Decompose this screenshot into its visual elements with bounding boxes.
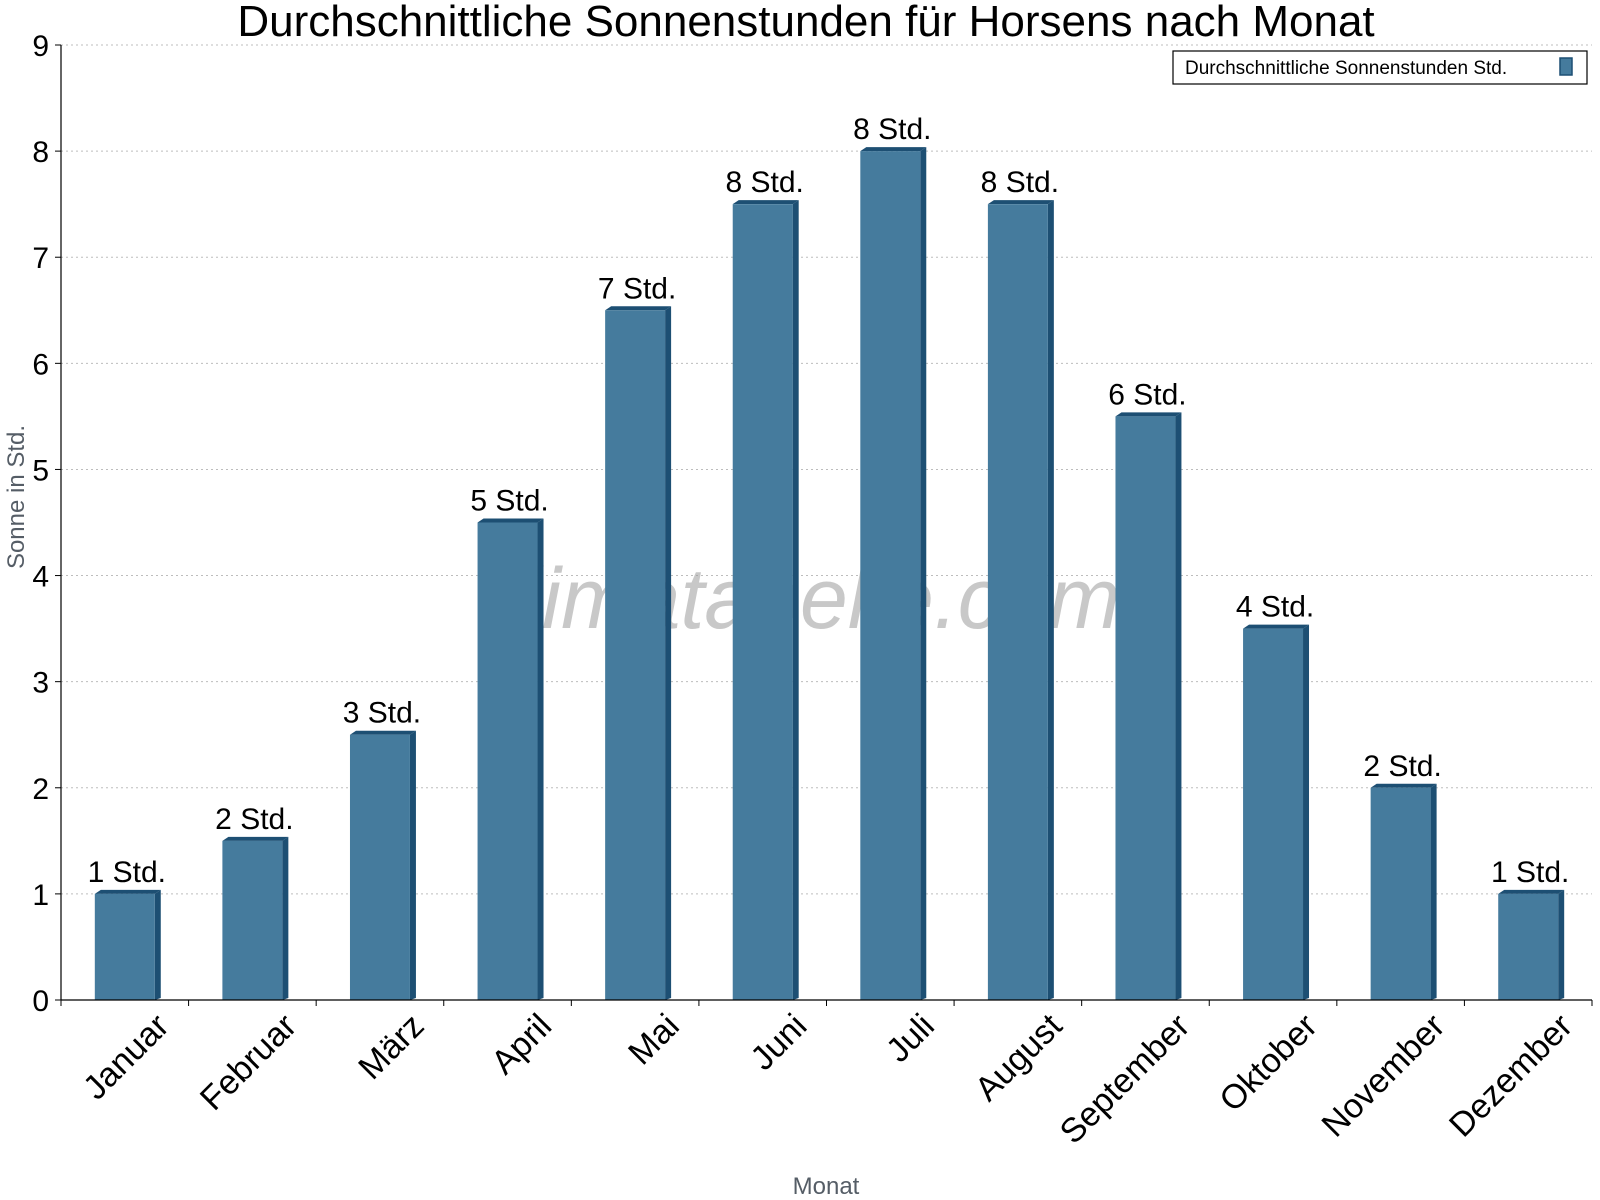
x-tick-label: April — [484, 1007, 559, 1082]
bar-value-label: 2 Std. — [1363, 750, 1441, 783]
y-tick-labels: 0 1 2 3 4 5 6 7 8 9 — [32, 30, 49, 1018]
y-tick-label: 9 — [32, 30, 49, 63]
x-tick-label: Oktober — [1212, 1007, 1324, 1119]
y-tick-label: 5 — [32, 454, 49, 487]
y-tick-label: 1 — [32, 879, 49, 912]
legend-box — [1172, 50, 1588, 85]
bar-side — [920, 147, 927, 1001]
bar: 5 Std. — [470, 485, 549, 1000]
bar-side — [665, 306, 672, 1000]
bar-face — [94, 893, 155, 1000]
bar-series: 1 Std. 2 Std. 3 Std. 5 Std. 7 Std. 8 Std. 8 St… — [88, 113, 1569, 1001]
x-tick-label: September — [1053, 1007, 1197, 1151]
x-axis-title: Monat — [793, 1173, 860, 1200]
x-tick-label: Februar — [193, 1007, 304, 1118]
bar-top — [477, 518, 544, 523]
bar: 6 Std. — [1108, 378, 1187, 1000]
chart-title: Durchschnittliche Sonnenstunden für Hors… — [237, 0, 1374, 46]
bar-top — [1243, 624, 1310, 629]
bar-face — [349, 734, 410, 1000]
bar-value-label: 8 Std. — [726, 166, 804, 199]
bar-value-label: 1 Std. — [1491, 856, 1569, 889]
bar: 8 Std. — [726, 166, 804, 1000]
bar: 8 Std. — [981, 166, 1059, 1000]
bar: 7 Std. — [598, 272, 676, 1000]
bar-face — [1115, 416, 1176, 1000]
axes — [55, 44, 1593, 1006]
bar-value-label: 2 Std. — [215, 803, 293, 836]
bar-value-label: 8 Std. — [853, 113, 931, 146]
legend: Durchschnittliche Sonnenstunden Std. — [1172, 50, 1588, 85]
bar-side — [1430, 783, 1437, 1000]
bar-top — [222, 836, 289, 841]
x-tick-labels: Januar Februar März April Mai Juni Juli AugustS… — [76, 1006, 1580, 1151]
y-tick-label: 3 — [32, 667, 49, 700]
bar-side — [409, 730, 416, 1000]
bar: 1 Std. — [1491, 856, 1569, 1000]
bar-top — [1115, 412, 1182, 417]
y-axis-title: Sonne in Std. — [3, 425, 30, 569]
bar-side — [1047, 200, 1054, 1000]
bar-top — [94, 889, 161, 894]
bar-face — [222, 840, 283, 1000]
x-tick-label: Mai — [621, 1007, 687, 1073]
bar-top — [860, 147, 927, 152]
bar-top — [349, 730, 416, 735]
bar: 8 Std. — [853, 113, 931, 1001]
y-tick-label: 0 — [32, 985, 49, 1018]
x-tick-label: Januar — [76, 1007, 176, 1107]
y-tick-label: 6 — [32, 348, 49, 381]
bar-side — [1303, 624, 1310, 1000]
bar-face — [477, 522, 538, 1000]
bar-value-label: 5 Std. — [470, 485, 548, 518]
x-tick-label: August — [968, 1006, 1070, 1108]
bar-side — [537, 518, 544, 1000]
x-tick-label: November — [1315, 1007, 1453, 1145]
bar-value-label: 7 Std. — [598, 272, 676, 305]
y-tick-label: 2 — [32, 773, 49, 806]
x-tick-label: Dezember — [1442, 1007, 1580, 1145]
bar: 4 Std. — [1236, 591, 1314, 1000]
bar-value-label: 8 Std. — [981, 166, 1059, 199]
bar: 2 Std. — [215, 803, 294, 1000]
bar-top — [605, 306, 672, 311]
bar-face — [1370, 787, 1431, 1000]
bar-face — [987, 204, 1048, 1000]
bar-value-label: 1 Std. — [88, 856, 166, 889]
legend-label: Durchschnittliche Sonnenstunden Std. — [1185, 58, 1507, 79]
y-tick-label: 4 — [32, 561, 49, 594]
bar: 3 Std. — [343, 697, 421, 1000]
bar-side — [1558, 889, 1565, 1000]
bar-face — [605, 310, 666, 1000]
bar-face — [1498, 893, 1559, 1000]
legend-swatch — [1559, 57, 1573, 76]
x-tick-label: Juni — [743, 1007, 814, 1078]
bar-top — [987, 200, 1054, 205]
x-tick-label: März — [351, 1007, 431, 1087]
bar: 1 Std. — [88, 856, 166, 1000]
bar-face — [1243, 628, 1304, 1000]
y-tick-label: 8 — [32, 136, 49, 169]
bar-side — [282, 836, 289, 1000]
bar-side — [154, 889, 161, 1000]
bar-top — [1370, 783, 1437, 788]
bar-top — [732, 200, 799, 205]
bar-value-label: 3 Std. — [343, 697, 421, 730]
bar-side — [792, 200, 799, 1000]
bar-face — [860, 151, 921, 1001]
bar-face — [732, 204, 793, 1000]
bar-value-label: 6 Std. — [1108, 378, 1186, 411]
bar: 2 Std. — [1363, 750, 1442, 1000]
bar-side — [1175, 412, 1182, 1000]
y-tick-label: 7 — [32, 242, 49, 275]
bar-top — [1498, 889, 1565, 894]
bar-value-label: 4 Std. — [1236, 591, 1314, 624]
x-tick-label: Juli — [879, 1007, 942, 1070]
gridlines — [61, 44, 1592, 895]
